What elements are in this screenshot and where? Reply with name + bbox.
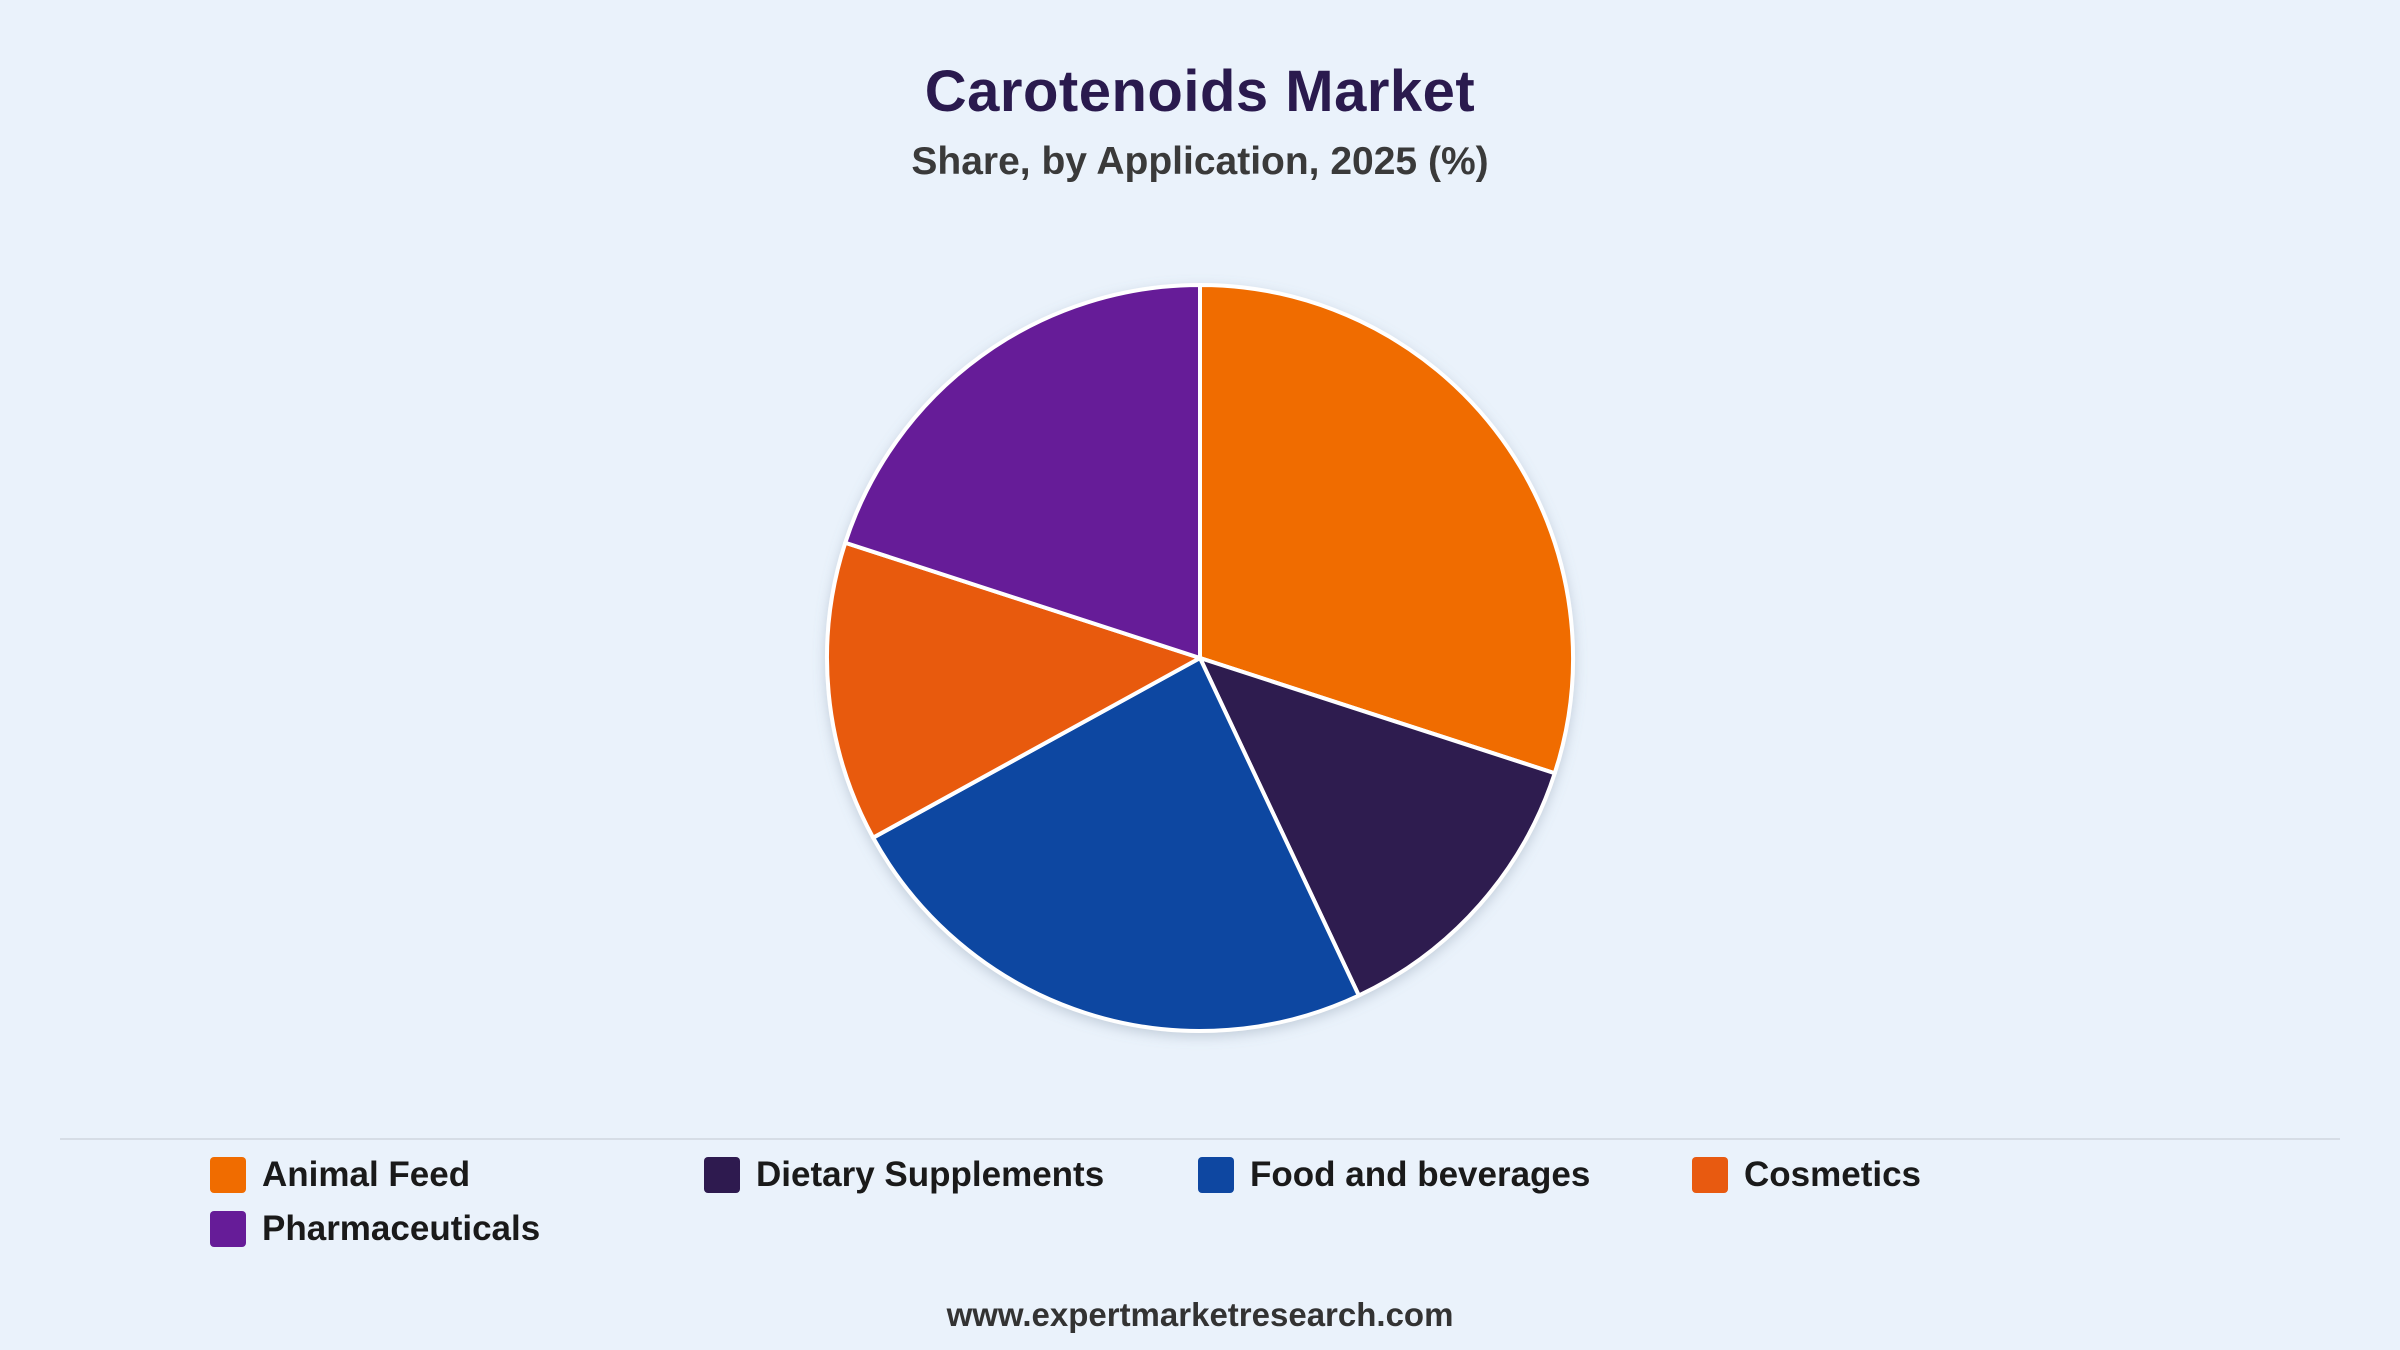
legend-swatch	[210, 1211, 246, 1247]
legend-item-dietary-supplements[interactable]: Dietary Supplements	[704, 1155, 1104, 1195]
legend-swatch	[1198, 1157, 1234, 1193]
chart-subtitle: Share, by Application, 2025 (%)	[911, 140, 1489, 183]
legend-swatch	[1692, 1157, 1728, 1193]
legend-label: Cosmetics	[1744, 1155, 1922, 1194]
pie-slice-pharmaceuticals	[843, 283, 1202, 660]
source-url: www.expertmarketresearch.com	[946, 1296, 1454, 1333]
legend-item-food-and-beverages[interactable]: Food and beverages	[1198, 1155, 1590, 1195]
legend-item-animal-feed[interactable]: Animal Feed	[210, 1155, 470, 1195]
pie-slice-dietary-supplements	[1198, 656, 1557, 998]
pie-slice-cosmetics	[825, 540, 1202, 840]
legend-divider	[60, 1138, 2340, 1140]
legend-label: Pharmaceuticals	[262, 1209, 541, 1248]
legend-swatch	[210, 1157, 246, 1193]
legend-label: Food and beverages	[1250, 1155, 1591, 1194]
chart-title: Carotenoids Market	[924, 59, 1476, 124]
pie-slice-food-and-beverages	[871, 656, 1361, 1033]
legend-swatch	[704, 1157, 740, 1193]
legend-label: Animal Feed	[262, 1155, 471, 1194]
legend-item-pharmaceuticals[interactable]: Pharmaceuticals	[210, 1209, 540, 1249]
legend-label: Dietary Supplements	[756, 1155, 1105, 1194]
legend-item-cosmetics[interactable]: Cosmetics	[1692, 1155, 1921, 1195]
pie-slice-animal-feed	[1198, 283, 1575, 776]
